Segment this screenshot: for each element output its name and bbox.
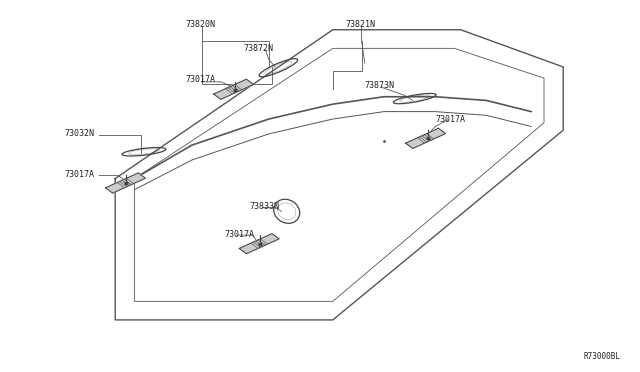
Polygon shape xyxy=(214,79,253,99)
Text: 73017A: 73017A xyxy=(435,115,465,124)
Text: 73017A: 73017A xyxy=(64,170,94,179)
Polygon shape xyxy=(106,173,145,193)
Text: 73873N: 73873N xyxy=(365,81,395,90)
Text: 73017A: 73017A xyxy=(224,230,254,239)
Text: 73833N: 73833N xyxy=(250,202,280,211)
Text: 73820N: 73820N xyxy=(186,20,216,29)
Text: 73821N: 73821N xyxy=(346,20,376,29)
Polygon shape xyxy=(406,128,445,148)
Polygon shape xyxy=(239,234,279,254)
Text: 73872N: 73872N xyxy=(243,44,273,53)
Text: 73032N: 73032N xyxy=(64,129,94,138)
Text: R73000BL: R73000BL xyxy=(584,352,621,361)
Text: 73017A: 73017A xyxy=(186,76,216,84)
